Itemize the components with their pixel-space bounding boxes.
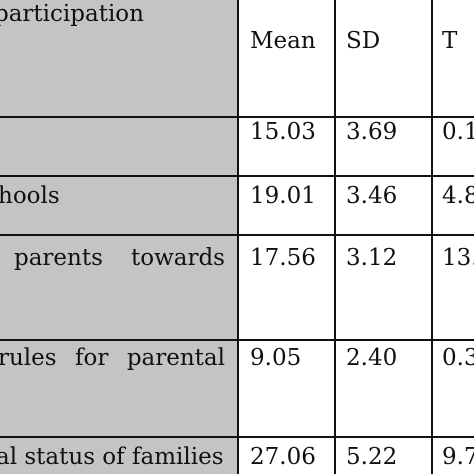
row-1-t: 0.1 — [442, 119, 474, 145]
header-sd: SD — [346, 28, 381, 54]
row-3-mean: 17.56 — [250, 245, 316, 271]
header-t: T — [442, 28, 458, 54]
row-1-mean: 15.03 — [250, 119, 316, 145]
row-3-label-band — [0, 236, 237, 339]
row-4-t: 0.3 — [442, 345, 474, 371]
row-4-label-band — [0, 341, 237, 436]
column-divider — [334, 0, 336, 474]
row-1-sd: 3.69 — [346, 119, 398, 145]
row-divider — [0, 234, 474, 236]
row-5-label-band — [0, 438, 237, 474]
row-3-sd: 3.12 — [346, 245, 398, 271]
row-2-mean: 19.01 — [250, 183, 316, 209]
row-5-mean: 27.06 — [250, 444, 316, 470]
header-band — [0, 0, 237, 116]
row-2-label-band — [0, 177, 237, 234]
row-divider — [0, 339, 474, 341]
column-divider — [237, 0, 239, 474]
row-divider — [0, 436, 474, 438]
row-1-label-band — [0, 118, 237, 175]
row-3-t: 13. — [442, 245, 474, 271]
row-divider — [0, 175, 474, 177]
row-divider — [0, 116, 474, 118]
row-5-t: 9.7 — [442, 444, 474, 470]
row-3-label: parents towards — [14, 245, 225, 271]
row-4-label: rules for parental — [0, 345, 225, 371]
header-label: participation — [0, 1, 144, 27]
row-4-mean: 9.05 — [250, 345, 302, 371]
column-divider — [431, 0, 433, 474]
row-2-label: hools — [0, 183, 60, 209]
row-2-sd: 3.46 — [346, 183, 398, 209]
row-4-sd: 2.40 — [346, 345, 398, 371]
header-mean: Mean — [250, 28, 316, 54]
row-5-label: al status of families — [0, 444, 224, 470]
row-5-sd: 5.22 — [346, 444, 398, 470]
row-2-t: 4.8 — [442, 183, 474, 209]
